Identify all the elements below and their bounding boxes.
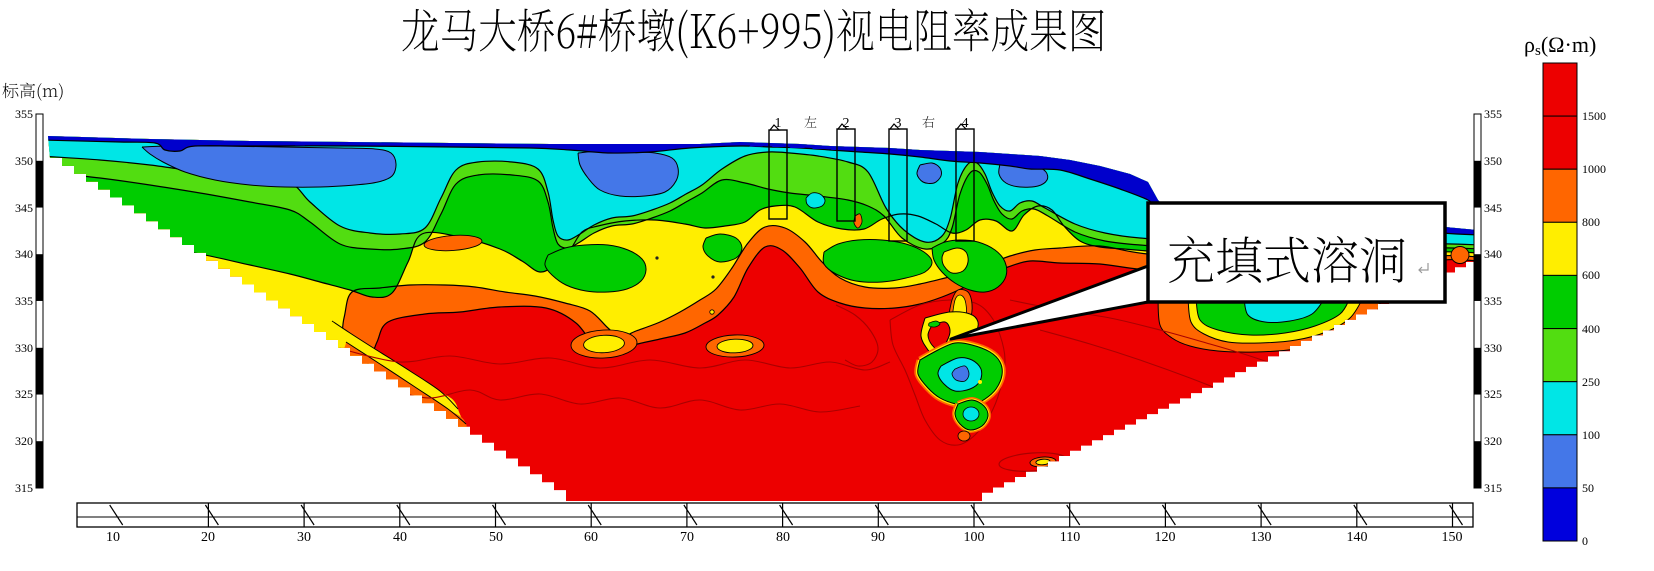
svg-text:325: 325 (1484, 387, 1502, 401)
svg-text:340: 340 (15, 247, 33, 261)
svg-text:10: 10 (106, 530, 120, 545)
svg-text:330: 330 (15, 341, 33, 355)
svg-text:30: 30 (297, 530, 311, 545)
svg-text:130: 130 (1251, 530, 1272, 545)
svg-text:50: 50 (489, 530, 503, 545)
svg-text:50: 50 (1582, 481, 1594, 495)
svg-text:120: 120 (1155, 530, 1176, 545)
svg-text:20: 20 (201, 530, 215, 545)
svg-text:1000: 1000 (1582, 162, 1606, 176)
svg-text:3: 3 (895, 116, 902, 131)
svg-text:60: 60 (584, 530, 598, 545)
svg-text:140: 140 (1347, 530, 1368, 545)
svg-text:345: 345 (1484, 201, 1502, 215)
svg-text:4: 4 (962, 116, 969, 131)
svg-text:350: 350 (1484, 154, 1502, 168)
svg-text:355: 355 (15, 107, 33, 121)
svg-text:350: 350 (15, 154, 33, 168)
svg-text:600: 600 (1582, 268, 1600, 282)
svg-text:1500: 1500 (1582, 109, 1606, 123)
svg-text:800: 800 (1582, 215, 1600, 229)
svg-text:315: 315 (1484, 481, 1502, 495)
svg-text:320: 320 (15, 434, 33, 448)
svg-text:90: 90 (871, 530, 885, 545)
svg-text:355: 355 (1484, 107, 1502, 121)
svg-text:335: 335 (15, 294, 33, 308)
svg-text:1: 1 (775, 116, 782, 131)
svg-text:150: 150 (1442, 530, 1463, 545)
svg-text:0: 0 (1582, 534, 1588, 548)
svg-text:100: 100 (964, 530, 985, 545)
svg-text:100: 100 (1582, 428, 1600, 442)
svg-text:340: 340 (1484, 247, 1502, 261)
svg-text:80: 80 (776, 530, 790, 545)
svg-text:70: 70 (680, 530, 694, 545)
svg-text:400: 400 (1582, 322, 1600, 336)
svg-text:335: 335 (1484, 294, 1502, 308)
svg-text:2: 2 (843, 116, 850, 131)
svg-text:320: 320 (1484, 434, 1502, 448)
svg-text:325: 325 (15, 387, 33, 401)
svg-text:110: 110 (1060, 530, 1080, 545)
svg-text:250: 250 (1582, 375, 1600, 389)
svg-text:ρs(Ω·m): ρs(Ω·m) (1524, 32, 1596, 59)
svg-text:315: 315 (15, 481, 33, 495)
svg-text:40: 40 (393, 530, 407, 545)
svg-text:330: 330 (1484, 341, 1502, 355)
svg-text:345: 345 (15, 201, 33, 215)
